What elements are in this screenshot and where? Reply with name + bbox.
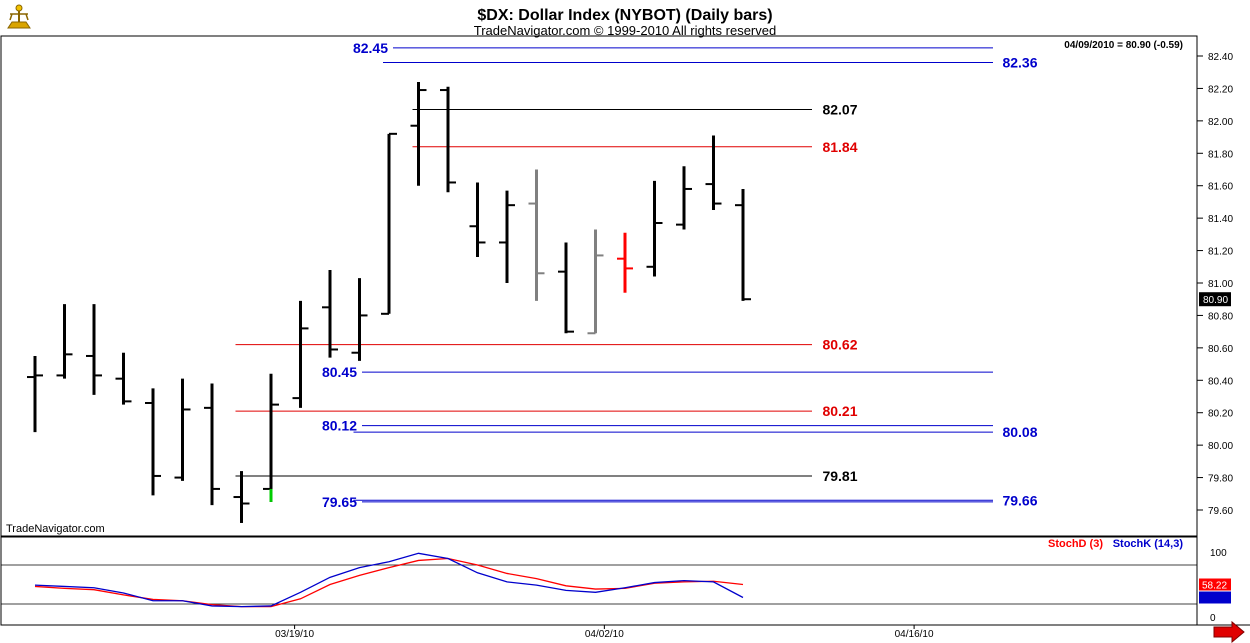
price-tick-label: 82.20 bbox=[1208, 84, 1233, 95]
ohlc-bar bbox=[233, 471, 250, 523]
stochastic-panel: 100 0 StochD (3) StochK (14,3) 58.22 bbox=[1, 538, 1231, 624]
ohlc-bar bbox=[646, 180, 663, 277]
chart-title: $DX: Dollar Index (NYBOT) (Daily bars) bbox=[477, 7, 772, 24]
stochastic-tick-label: 0 bbox=[1210, 613, 1216, 624]
level-label: 82.07 bbox=[822, 102, 857, 118]
level-label: 80.08 bbox=[1002, 424, 1037, 440]
ohlc-bar bbox=[735, 188, 751, 301]
ohlc-bar bbox=[705, 135, 722, 211]
ohlc-bar bbox=[469, 182, 486, 258]
ohlc-bar bbox=[499, 190, 515, 283]
ohlc-bar bbox=[351, 278, 368, 361]
ohlc-bar bbox=[27, 355, 43, 433]
price-tick-label: 80.80 bbox=[1208, 311, 1233, 322]
ohlc-bar bbox=[381, 132, 397, 315]
price-tick-label: 80.00 bbox=[1208, 441, 1233, 452]
level-label: 80.21 bbox=[822, 403, 857, 419]
ohlc-bar bbox=[617, 232, 633, 293]
price-bars bbox=[27, 81, 751, 523]
watermark-label: TradeNavigator.com bbox=[6, 523, 105, 535]
level-label: 80.62 bbox=[822, 337, 857, 353]
price-tick-label: 81.00 bbox=[1208, 279, 1233, 290]
level-label: 82.45 bbox=[353, 40, 388, 56]
ohlc-bar bbox=[587, 229, 604, 335]
price-tick-label: 80.40 bbox=[1208, 376, 1233, 387]
stochastic-tick-label: 100 bbox=[1210, 548, 1227, 559]
stochd-value-label: 58.22 bbox=[1202, 581, 1227, 592]
price-tick-label: 82.00 bbox=[1208, 117, 1233, 128]
level-label: 79.66 bbox=[1002, 492, 1037, 508]
current-price-box bbox=[1199, 292, 1231, 307]
ohlc-bar bbox=[145, 388, 161, 496]
time-axis: 03/19/10 04/02/10 04/16/10 bbox=[275, 625, 934, 640]
level-label: 80.12 bbox=[322, 418, 357, 434]
ohlc-bar bbox=[676, 166, 692, 230]
ohlc-bar bbox=[174, 378, 191, 481]
price-tick-label: 81.40 bbox=[1208, 214, 1233, 225]
price-tick-label: 81.80 bbox=[1208, 149, 1233, 160]
price-tick-label: 80.20 bbox=[1208, 409, 1233, 420]
ohlc-bar bbox=[115, 352, 132, 405]
stochastic-series-line bbox=[34, 552, 744, 608]
level-label: 79.81 bbox=[822, 468, 857, 484]
level-label: 81.84 bbox=[822, 139, 857, 155]
price-tick-label: 81.20 bbox=[1208, 247, 1233, 258]
trade-navigator-logo[interactable] bbox=[4, 4, 34, 30]
last-bar-info: 04/09/2010 = 80.90 (-0.59) bbox=[1064, 40, 1183, 51]
scroll-right-arrow-icon[interactable] bbox=[1213, 620, 1245, 643]
price-tick-label: 81.60 bbox=[1208, 182, 1233, 193]
stochd-value-box bbox=[1199, 578, 1231, 591]
ohlc-bar bbox=[86, 304, 102, 395]
ohlc-bar bbox=[528, 169, 545, 301]
price-tick-label: 80.60 bbox=[1208, 344, 1233, 355]
stochk-value-box bbox=[1199, 591, 1231, 604]
level-label: 82.36 bbox=[1002, 54, 1037, 70]
levels-layer: 82.45 82.36 82.07 81.84 80.62 80.45 80.21 80.12… bbox=[235, 40, 1038, 510]
ohlc-bar bbox=[204, 383, 220, 506]
chart-subtitle: TradeNavigator.com © 1999-2010 All right… bbox=[474, 23, 776, 38]
ohlc-bar bbox=[292, 300, 309, 408]
current-price-label: 80.90 bbox=[1203, 295, 1228, 306]
ohlc-bar bbox=[558, 242, 574, 334]
ohlc-bar bbox=[56, 304, 73, 379]
price-tick-label: 82.40 bbox=[1208, 52, 1233, 63]
legend-stochd: StochD (3) bbox=[1048, 538, 1103, 550]
time-tick-label: 04/02/10 bbox=[585, 629, 624, 640]
ohlc-bar bbox=[322, 270, 338, 358]
ohlc-bar bbox=[440, 86, 456, 193]
time-tick-label: 04/16/10 bbox=[895, 629, 934, 640]
ohlc-bar bbox=[410, 81, 427, 186]
price-tick-label: 79.80 bbox=[1208, 474, 1233, 485]
level-label: 79.65 bbox=[322, 494, 357, 510]
level-label: 80.45 bbox=[322, 364, 357, 380]
legend-stochk: StochK (14,3) bbox=[1113, 538, 1184, 550]
time-tick-label: 03/19/10 bbox=[275, 629, 314, 640]
price-axis: 82.40 82.20 82.00 81.80 81.60 81.40 81.20 81.00… bbox=[1197, 52, 1233, 517]
price-tick-label: 79.60 bbox=[1208, 506, 1233, 517]
